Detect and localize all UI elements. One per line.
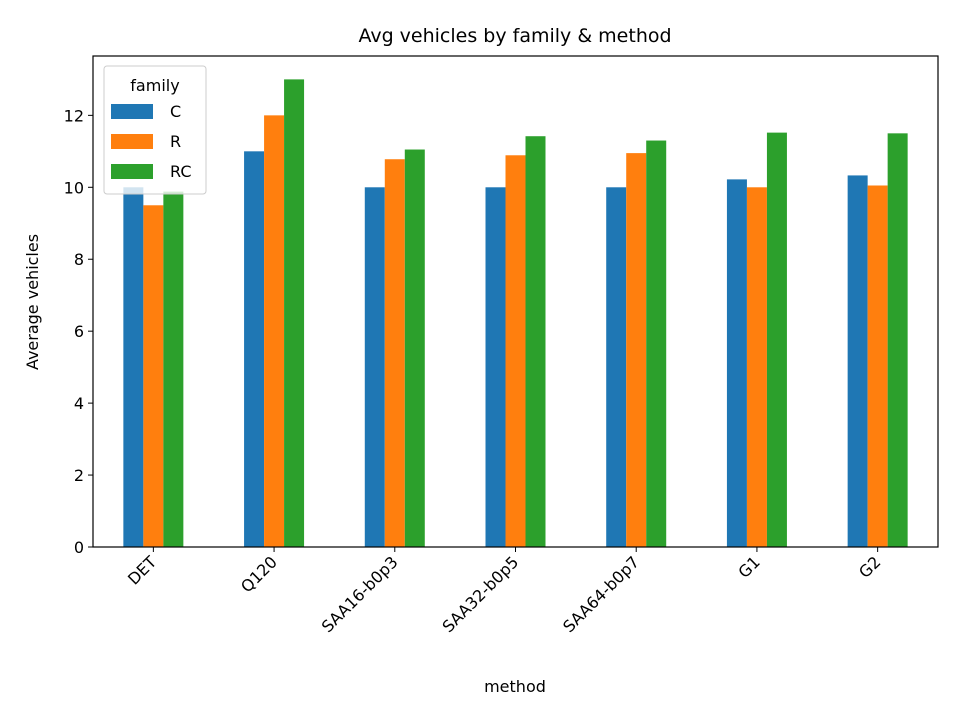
legend-swatch-rc — [111, 164, 153, 179]
bar-c-g1 — [726, 179, 747, 547]
y-tick-label: 6 — [74, 322, 84, 341]
bar-rc-g2 — [887, 133, 908, 548]
x-axis-title: method — [484, 677, 546, 696]
bar-rc-saa64-b0p7 — [646, 140, 667, 547]
y-tick-label: 2 — [74, 466, 84, 485]
bar-c-det — [123, 187, 144, 548]
bar-r-det — [143, 205, 164, 547]
bar-c-saa16-b0p3 — [364, 187, 385, 548]
y-axis-title: Average vehicles — [23, 234, 42, 370]
legend-title: family — [130, 76, 179, 95]
y-tick-label: 10 — [64, 178, 84, 197]
legend-swatch-r — [111, 134, 153, 149]
bar-c-saa32-b0p5 — [485, 187, 506, 548]
bar-rc-g1 — [766, 132, 787, 547]
legend-frame — [103, 65, 207, 195]
bar-r-q120 — [264, 115, 285, 547]
legend-items: CR RC — [111, 102, 192, 181]
bar-r-saa64-b0p7 — [626, 153, 647, 547]
bar-c-q120 — [244, 151, 265, 548]
y-tick-label: 8 — [74, 250, 84, 269]
y-tick-label: 0 — [74, 538, 84, 557]
legend-label-rc: RC — [170, 162, 192, 181]
bar-c-g2 — [847, 175, 868, 547]
legend-label-c: C — [170, 102, 181, 121]
bar-r-g1 — [746, 187, 767, 548]
chart-title: Avg vehicles by family & method — [358, 25, 671, 47]
y-axis: 0 2 4 6 8 10 12 — [64, 106, 93, 557]
legend-label-r: R — [170, 132, 181, 151]
bar-c-saa64-b0p7 — [606, 187, 627, 548]
bar-rc-saa16-b0p3 — [404, 149, 425, 547]
bar-rc-q120 — [284, 79, 305, 547]
bar-rc-det — [163, 191, 184, 547]
bars-group — [123, 79, 908, 548]
bar-r-g2 — [867, 185, 888, 547]
legend-swatch-c — [111, 104, 153, 119]
bar-rc-saa32-b0p5 — [525, 136, 546, 547]
bar-r-saa16-b0p3 — [384, 159, 405, 547]
y-tick-label: 4 — [74, 394, 84, 413]
legend: family CR RC — [103, 65, 207, 195]
y-tick-label: 12 — [64, 106, 84, 125]
bar-r-saa32-b0p5 — [505, 155, 526, 547]
